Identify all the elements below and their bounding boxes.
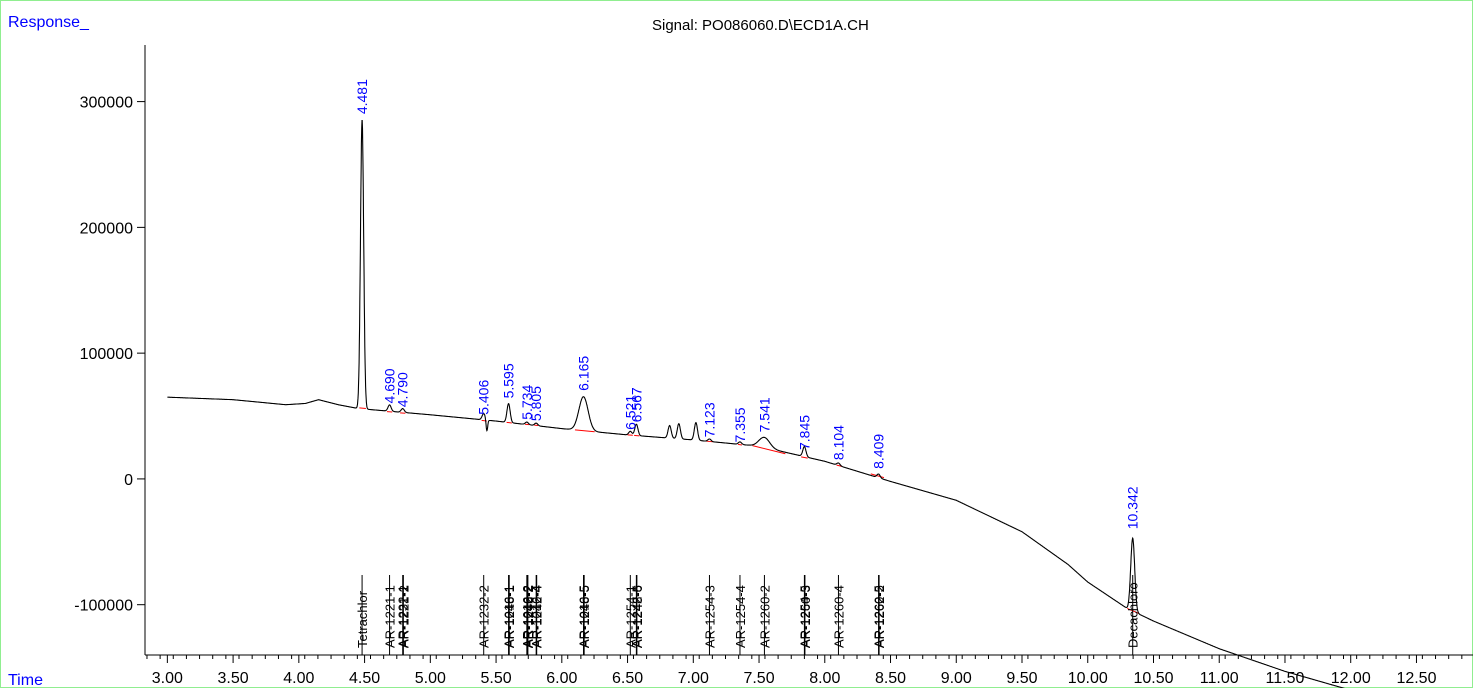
integration-baseline bbox=[634, 435, 639, 436]
integration-baseline bbox=[507, 422, 512, 423]
compound-label: AR-1248-6 bbox=[630, 585, 645, 648]
peak-retention-label: 10.342 bbox=[1125, 486, 1141, 529]
integration-baseline bbox=[801, 457, 808, 458]
x-tick-label: 3.00 bbox=[152, 670, 183, 687]
compound-label: AR-1254-4 bbox=[733, 585, 748, 648]
peak-retention-label: 6.567 bbox=[628, 387, 644, 422]
peak-retention-label: 4.790 bbox=[395, 372, 411, 407]
x-tick-label: 5.00 bbox=[415, 670, 446, 687]
y-tick-label: 300000 bbox=[80, 95, 133, 112]
compound-label: AR-1262-2 bbox=[872, 585, 887, 648]
peak-retention-label: 8.409 bbox=[871, 434, 887, 469]
compound-label: AR-1248-5 bbox=[577, 585, 592, 648]
x-tick-label: 11.50 bbox=[1266, 670, 1305, 687]
compound-label: AR-1260-4 bbox=[831, 585, 846, 648]
compound-label: AR-1248-1 bbox=[502, 585, 517, 648]
x-tick-label: 9.50 bbox=[1006, 670, 1037, 687]
y-tick-label: -100000 bbox=[74, 598, 133, 615]
x-tick-label: 7.00 bbox=[678, 670, 709, 687]
compound-label: AR-1242-4 bbox=[530, 585, 545, 648]
x-tick-label: 4.00 bbox=[283, 670, 314, 687]
compound-label: AR-1260-3 bbox=[798, 585, 813, 648]
x-tick-label: 11.00 bbox=[1200, 670, 1239, 687]
x-tick-label: 6.50 bbox=[612, 670, 643, 687]
integration-baseline bbox=[752, 446, 785, 454]
peak-retention-label: 5.595 bbox=[501, 363, 517, 398]
compound-label: AR-1232-2 bbox=[477, 585, 492, 648]
x-tick-label: 10.00 bbox=[1068, 670, 1108, 687]
peak-retention-label: 5.805 bbox=[528, 386, 544, 421]
compound-label: Tetrachlor bbox=[355, 590, 370, 648]
x-tick-label: 5.50 bbox=[480, 670, 511, 687]
integration-baseline bbox=[738, 444, 742, 445]
y-tick-label: 0 bbox=[124, 472, 133, 489]
x-tick-label: 4.50 bbox=[349, 670, 380, 687]
peak-retention-label: 7.845 bbox=[796, 415, 812, 450]
y-tick-label: 100000 bbox=[80, 346, 133, 363]
x-tick-label: 12.00 bbox=[1331, 670, 1371, 687]
y-axis: 300000 200000 100000 0 -100000 bbox=[74, 45, 145, 655]
peak-retention-label: 8.104 bbox=[830, 425, 846, 460]
compound-label: AR-1254-3 bbox=[702, 585, 717, 648]
integration-baseline bbox=[575, 430, 595, 432]
y-tick-label: 200000 bbox=[80, 220, 133, 237]
compound-label: AR-1221-2 bbox=[396, 585, 411, 648]
integration-baselines bbox=[359, 408, 1139, 614]
x-axis: 3.00 3.50 4.00 4.50 5.00 5.50 6.00 6.50 7.00 7.50… bbox=[145, 655, 1473, 687]
peak-retention-label: 5.406 bbox=[476, 380, 492, 415]
x-axis-label: Time bbox=[8, 672, 43, 688]
compound-label: Decachloro bbox=[1126, 582, 1141, 648]
peak-retention-label: 7.541 bbox=[756, 397, 772, 432]
x-tick-label: 9.00 bbox=[941, 670, 972, 687]
x-tick-label: 8.00 bbox=[809, 670, 840, 687]
x-tick-label: 10.50 bbox=[1133, 670, 1173, 687]
x-tick-label: 6.00 bbox=[546, 670, 577, 687]
compound-label: AR-1260-2 bbox=[757, 585, 772, 648]
x-tick-label: 3.50 bbox=[218, 670, 249, 687]
x-tick-label: 12.50 bbox=[1396, 670, 1436, 687]
x-tick-label: 7.50 bbox=[743, 670, 774, 687]
peak-retention-label: 7.355 bbox=[732, 407, 748, 442]
peak-retention-label: 4.481 bbox=[354, 79, 370, 114]
integration-baseline bbox=[359, 408, 366, 409]
peak-retention-label: 7.123 bbox=[701, 402, 717, 437]
chart-title: Signal: PO086060.D\ECD1A.CH bbox=[652, 17, 869, 34]
x-tick-label: 8.50 bbox=[875, 670, 906, 687]
peak-retention-label: 6.165 bbox=[576, 356, 592, 391]
y-axis-label: Response_ bbox=[8, 14, 90, 31]
